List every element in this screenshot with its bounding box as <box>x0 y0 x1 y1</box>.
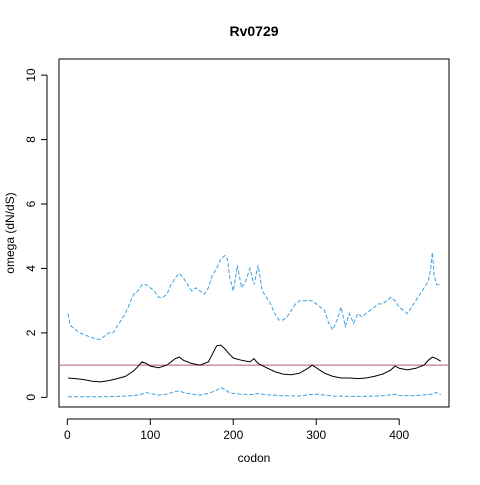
x-tick-label: 0 <box>64 428 71 442</box>
x-tick-label: 200 <box>223 428 243 442</box>
y-tick-label: 6 <box>24 200 38 207</box>
x-axis-label: codon <box>238 451 271 465</box>
y-tick-label: 0 <box>24 394 38 401</box>
plot-frame <box>58 58 450 408</box>
y-tick-label: 2 <box>24 329 38 336</box>
y-tick-label: 4 <box>24 265 38 272</box>
plot-layer: 0 100 200 300 400 0 2 4 6 8 10 <box>24 58 450 442</box>
x-tick-label: 100 <box>140 428 160 442</box>
y-axis-label: omega (dN/dS) <box>3 192 17 273</box>
y-tick-label: 10 <box>24 68 38 82</box>
x-tick-label: 300 <box>306 428 326 442</box>
lower-ci-line <box>68 387 441 398</box>
x-tick-label: 400 <box>389 428 409 442</box>
upper-ci-line <box>67 252 441 340</box>
chart-title: Rv0729 <box>229 23 278 39</box>
y-tick-label: 8 <box>24 136 38 143</box>
omega-line <box>68 344 441 383</box>
